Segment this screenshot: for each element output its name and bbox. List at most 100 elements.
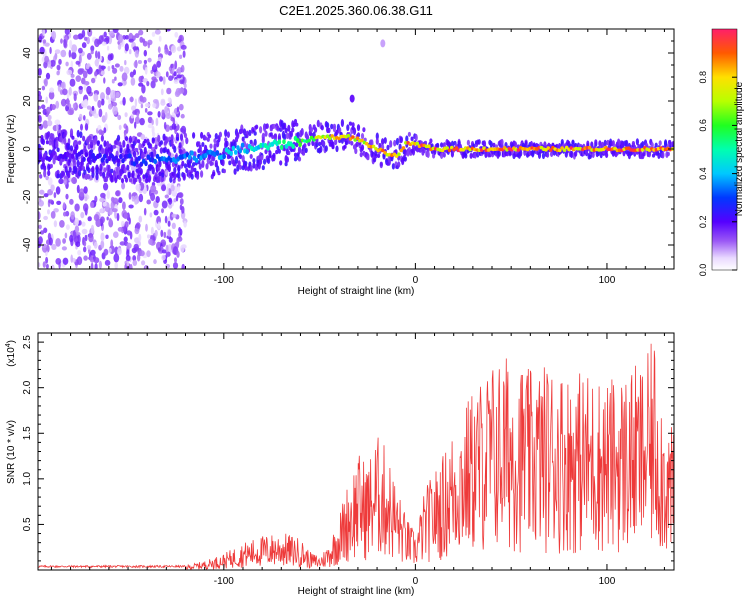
spectrogram-band-cell (228, 160, 232, 166)
spectrogram-noise-cell (102, 201, 107, 207)
spectrogram-noise-cell (122, 201, 126, 210)
spectrogram-noise-cell (158, 35, 162, 42)
spectrogram-noise-cell (90, 50, 94, 55)
spectrogram-ridge-cell (296, 138, 300, 144)
spectrogram-noise-cell (124, 112, 128, 118)
spectrogram-band-cell (99, 171, 103, 177)
spectrogram-noise-cell (181, 263, 185, 269)
spectrogram-noise-cell (146, 81, 150, 87)
spectrogram-band-cell (318, 141, 322, 146)
spectrogram-noise-cell (51, 104, 56, 110)
spectrogram-noise-cell (81, 228, 88, 235)
spectrogram-band-cell (119, 147, 123, 154)
spectrogram-ridge-cell (98, 152, 102, 158)
spectrogram-noise-cell (138, 75, 144, 83)
spectrogram-band-cell (204, 136, 208, 141)
spectrogram-noise-cell (176, 74, 182, 79)
spectrogram-band-cell (244, 161, 248, 166)
spectrogram-band-cell (143, 138, 147, 144)
spectrogram-y-tick-label: 20 (22, 95, 33, 107)
spectrogram-noise-cell (135, 222, 141, 229)
spectrogram-band-cell (316, 119, 320, 128)
spectrogram-noise-cell (105, 86, 111, 96)
spectrogram-ridge-cell (233, 149, 238, 155)
spectrogram-noise-cell (168, 197, 173, 205)
spectrogram-noise-cell (143, 59, 147, 65)
spectrogram-band-cell (67, 143, 71, 151)
spectrogram-noise-cell (141, 96, 147, 103)
spectrogram-band-cell (185, 137, 189, 145)
spectrogram-band-cell (75, 144, 79, 151)
spectrogram-band-cell (45, 140, 50, 145)
spectrogram-band-cell (110, 144, 114, 153)
spectrogram-band-cell (49, 163, 54, 169)
spectrogram-noise-cell (44, 42, 50, 47)
spectrogram-band-cell (429, 138, 433, 144)
spectrogram-band-cell (112, 170, 116, 177)
spectrogram-band-cell (295, 122, 299, 127)
spectrogram-noise-cell (54, 119, 61, 126)
spectrogram-ridge-cell (562, 148, 567, 152)
spectrogram-band-cell (157, 134, 161, 143)
spectrogram-noise-cell (74, 225, 80, 233)
spectrogram-ridge-cell (38, 154, 43, 160)
spectrogram-band-cell (192, 132, 196, 139)
spectrogram-ridge-cell (298, 141, 302, 148)
spectrogram-noise-cell (157, 247, 161, 252)
spectrogram-noise-cell (164, 194, 169, 199)
spectrogram-noise-cell (42, 29, 46, 36)
spectrogram-noise-cell (86, 105, 92, 110)
spectrogram-band-cell (249, 165, 253, 172)
spectrogram-band-cell (107, 164, 111, 173)
spectrogram-noise-cell (104, 111, 108, 121)
spectrogram-noise-cell (65, 105, 69, 112)
spectrogram-noise-cell (176, 46, 182, 52)
spectrogram-noise-cell (134, 33, 140, 39)
spectrogram-noise-cell (123, 80, 127, 85)
spectrogram-band-cell (346, 124, 350, 132)
spectrogram-ridge-cell (153, 158, 157, 164)
spectrogram-noise-cell (152, 102, 157, 108)
spectrogram-band-cell (147, 175, 151, 183)
spectrogram-band-cell (532, 142, 536, 148)
snr-x-tick-label: 100 (599, 576, 616, 587)
spectrogram-noise-cell (138, 29, 144, 36)
spectrogram-noise-cell (143, 49, 147, 57)
spectrogram-ridge-cell (40, 157, 45, 163)
spectrogram-band-cell (116, 134, 121, 142)
spectrogram-noise-cell (54, 49, 61, 54)
spectrogram-ridge-cell (70, 153, 75, 159)
spectrogram-noise-cell (122, 96, 126, 106)
spectrogram-noise-cell (117, 114, 122, 121)
spectrogram-band-cell (265, 123, 269, 129)
spectrogram-noise-cell (69, 39, 73, 49)
spectrogram-noise-cell (138, 193, 144, 203)
spectrogram-ridge-cell (236, 145, 240, 151)
spectrogram-noise-cell (48, 199, 54, 204)
spectrogram-band-cell (310, 127, 314, 132)
spectrogram-band-cell (76, 129, 80, 138)
spectrogram-band-cell (240, 128, 244, 134)
spectrogram-noise-cell (108, 97, 111, 105)
spectrogram-noise-cell (146, 250, 151, 258)
spectrogram-band-cell (182, 172, 186, 179)
spectrogram-band-cell (131, 170, 135, 179)
spectrogram-noise-cell (42, 39, 47, 44)
spectrogram-noise-cell (160, 100, 166, 106)
spectrogram-band-cell (395, 137, 399, 146)
spectrogram-noise-cell (119, 65, 124, 72)
spectrogram-noise-cell (99, 197, 105, 203)
spectrogram-noise-cell (146, 199, 151, 205)
spectrogram-band-cell (47, 131, 51, 138)
spectrogram-noise-cell (65, 224, 70, 230)
spectrogram-noise-cell (128, 217, 131, 225)
spectrogram-band-cell (661, 151, 665, 159)
spectrogram-noise-cell (66, 69, 73, 76)
spectrogram-noise-cell (152, 131, 156, 138)
spectrogram-band-cell (128, 178, 133, 183)
spectrogram-band-cell (373, 157, 377, 163)
spectrogram-noise-cell (98, 108, 103, 118)
spectrogram-noise-cell (161, 208, 164, 214)
spectrogram-noise-cell (153, 259, 157, 265)
spectrogram-noise-cell (147, 111, 153, 116)
